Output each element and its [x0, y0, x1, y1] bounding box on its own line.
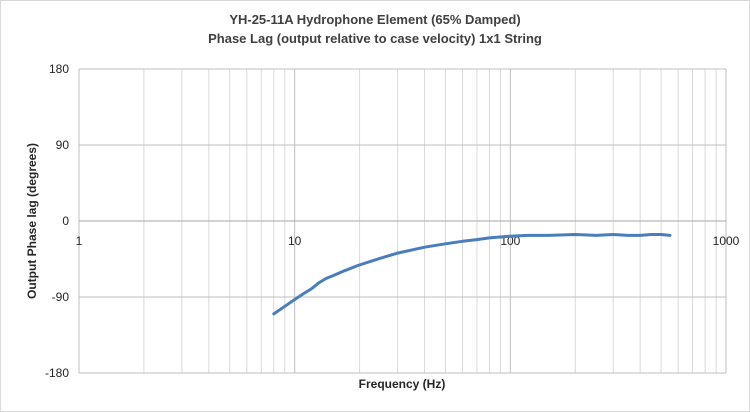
chart-title: YH-25-11A Hydrophone Element (65% Damped… — [229, 12, 521, 27]
x-tick-label: 1000 — [713, 234, 740, 248]
major-gridlines — [78, 68, 727, 374]
chart-subtitle: Phase Lag (output relative to case veloc… — [208, 31, 542, 46]
x-tick-label: 1 — [76, 234, 83, 248]
y-axis-title: Output Phase lag (degrees) — [25, 143, 39, 299]
x-axis-title: Frequency (Hz) — [359, 377, 446, 391]
y-tick-label: -180 — [45, 366, 69, 380]
x-tick-label: 10 — [288, 234, 302, 248]
y-tick-label: 90 — [56, 138, 70, 152]
y-tick-label: 0 — [62, 214, 69, 228]
y-tick-labels: 180 90 0 -90 -180 — [45, 62, 69, 380]
y-tick-label: -90 — [52, 290, 70, 304]
y-tick-label: 180 — [49, 62, 69, 76]
series-line — [272, 233, 672, 316]
